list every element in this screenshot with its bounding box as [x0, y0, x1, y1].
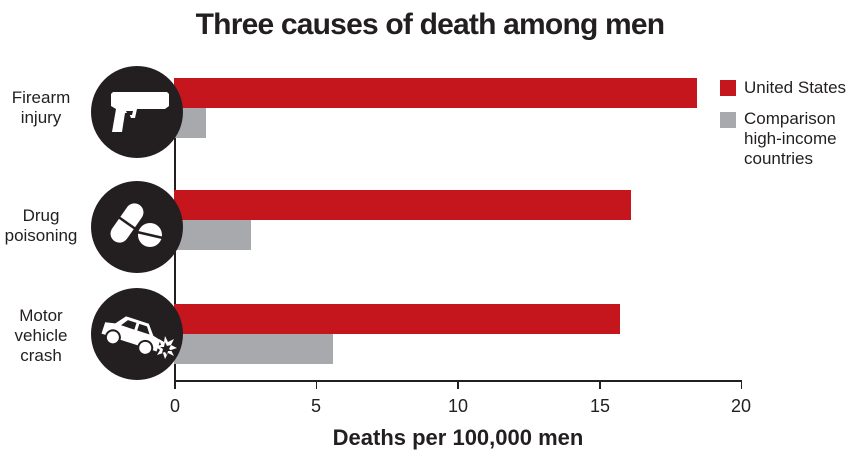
x-tick-label-20: 20 [730, 396, 752, 416]
x-tick-15 [599, 380, 601, 389]
legend-swatch-us [720, 80, 736, 96]
bar-drug-us [174, 190, 631, 220]
x-tick-5 [315, 380, 317, 389]
category-label-motor: Motor vehicle crash [14, 306, 68, 365]
category-label-firearm: Firearm injury [11, 88, 71, 127]
x-tick-20 [740, 380, 742, 389]
bar-motor-us [174, 304, 620, 334]
legend-label-comparison: Comparison high-income countries [744, 109, 837, 168]
x-tick-label-0: 0 [169, 396, 180, 416]
car-crash-icon [91, 288, 183, 380]
bar-firearm-us [174, 78, 697, 108]
category-label-drug: Drug poisoning [4, 206, 78, 245]
chart-title: Three causes of death among men [195, 8, 665, 41]
pills-icon [91, 181, 183, 273]
legend-label-us: United States [744, 78, 847, 97]
bar-motor-comparison [174, 334, 333, 364]
x-tick-label-15: 15 [589, 396, 611, 416]
bar-drug-comparison [174, 220, 251, 250]
x-tick-10 [457, 380, 459, 389]
handgun-icon [91, 66, 183, 158]
x-tick-0 [174, 380, 176, 389]
x-tick-label-5: 5 [310, 396, 321, 416]
legend-swatch-comparison [720, 112, 736, 128]
x-tick-label-10: 10 [447, 396, 469, 416]
x-axis-label: Deaths per 100,000 men [332, 425, 584, 450]
